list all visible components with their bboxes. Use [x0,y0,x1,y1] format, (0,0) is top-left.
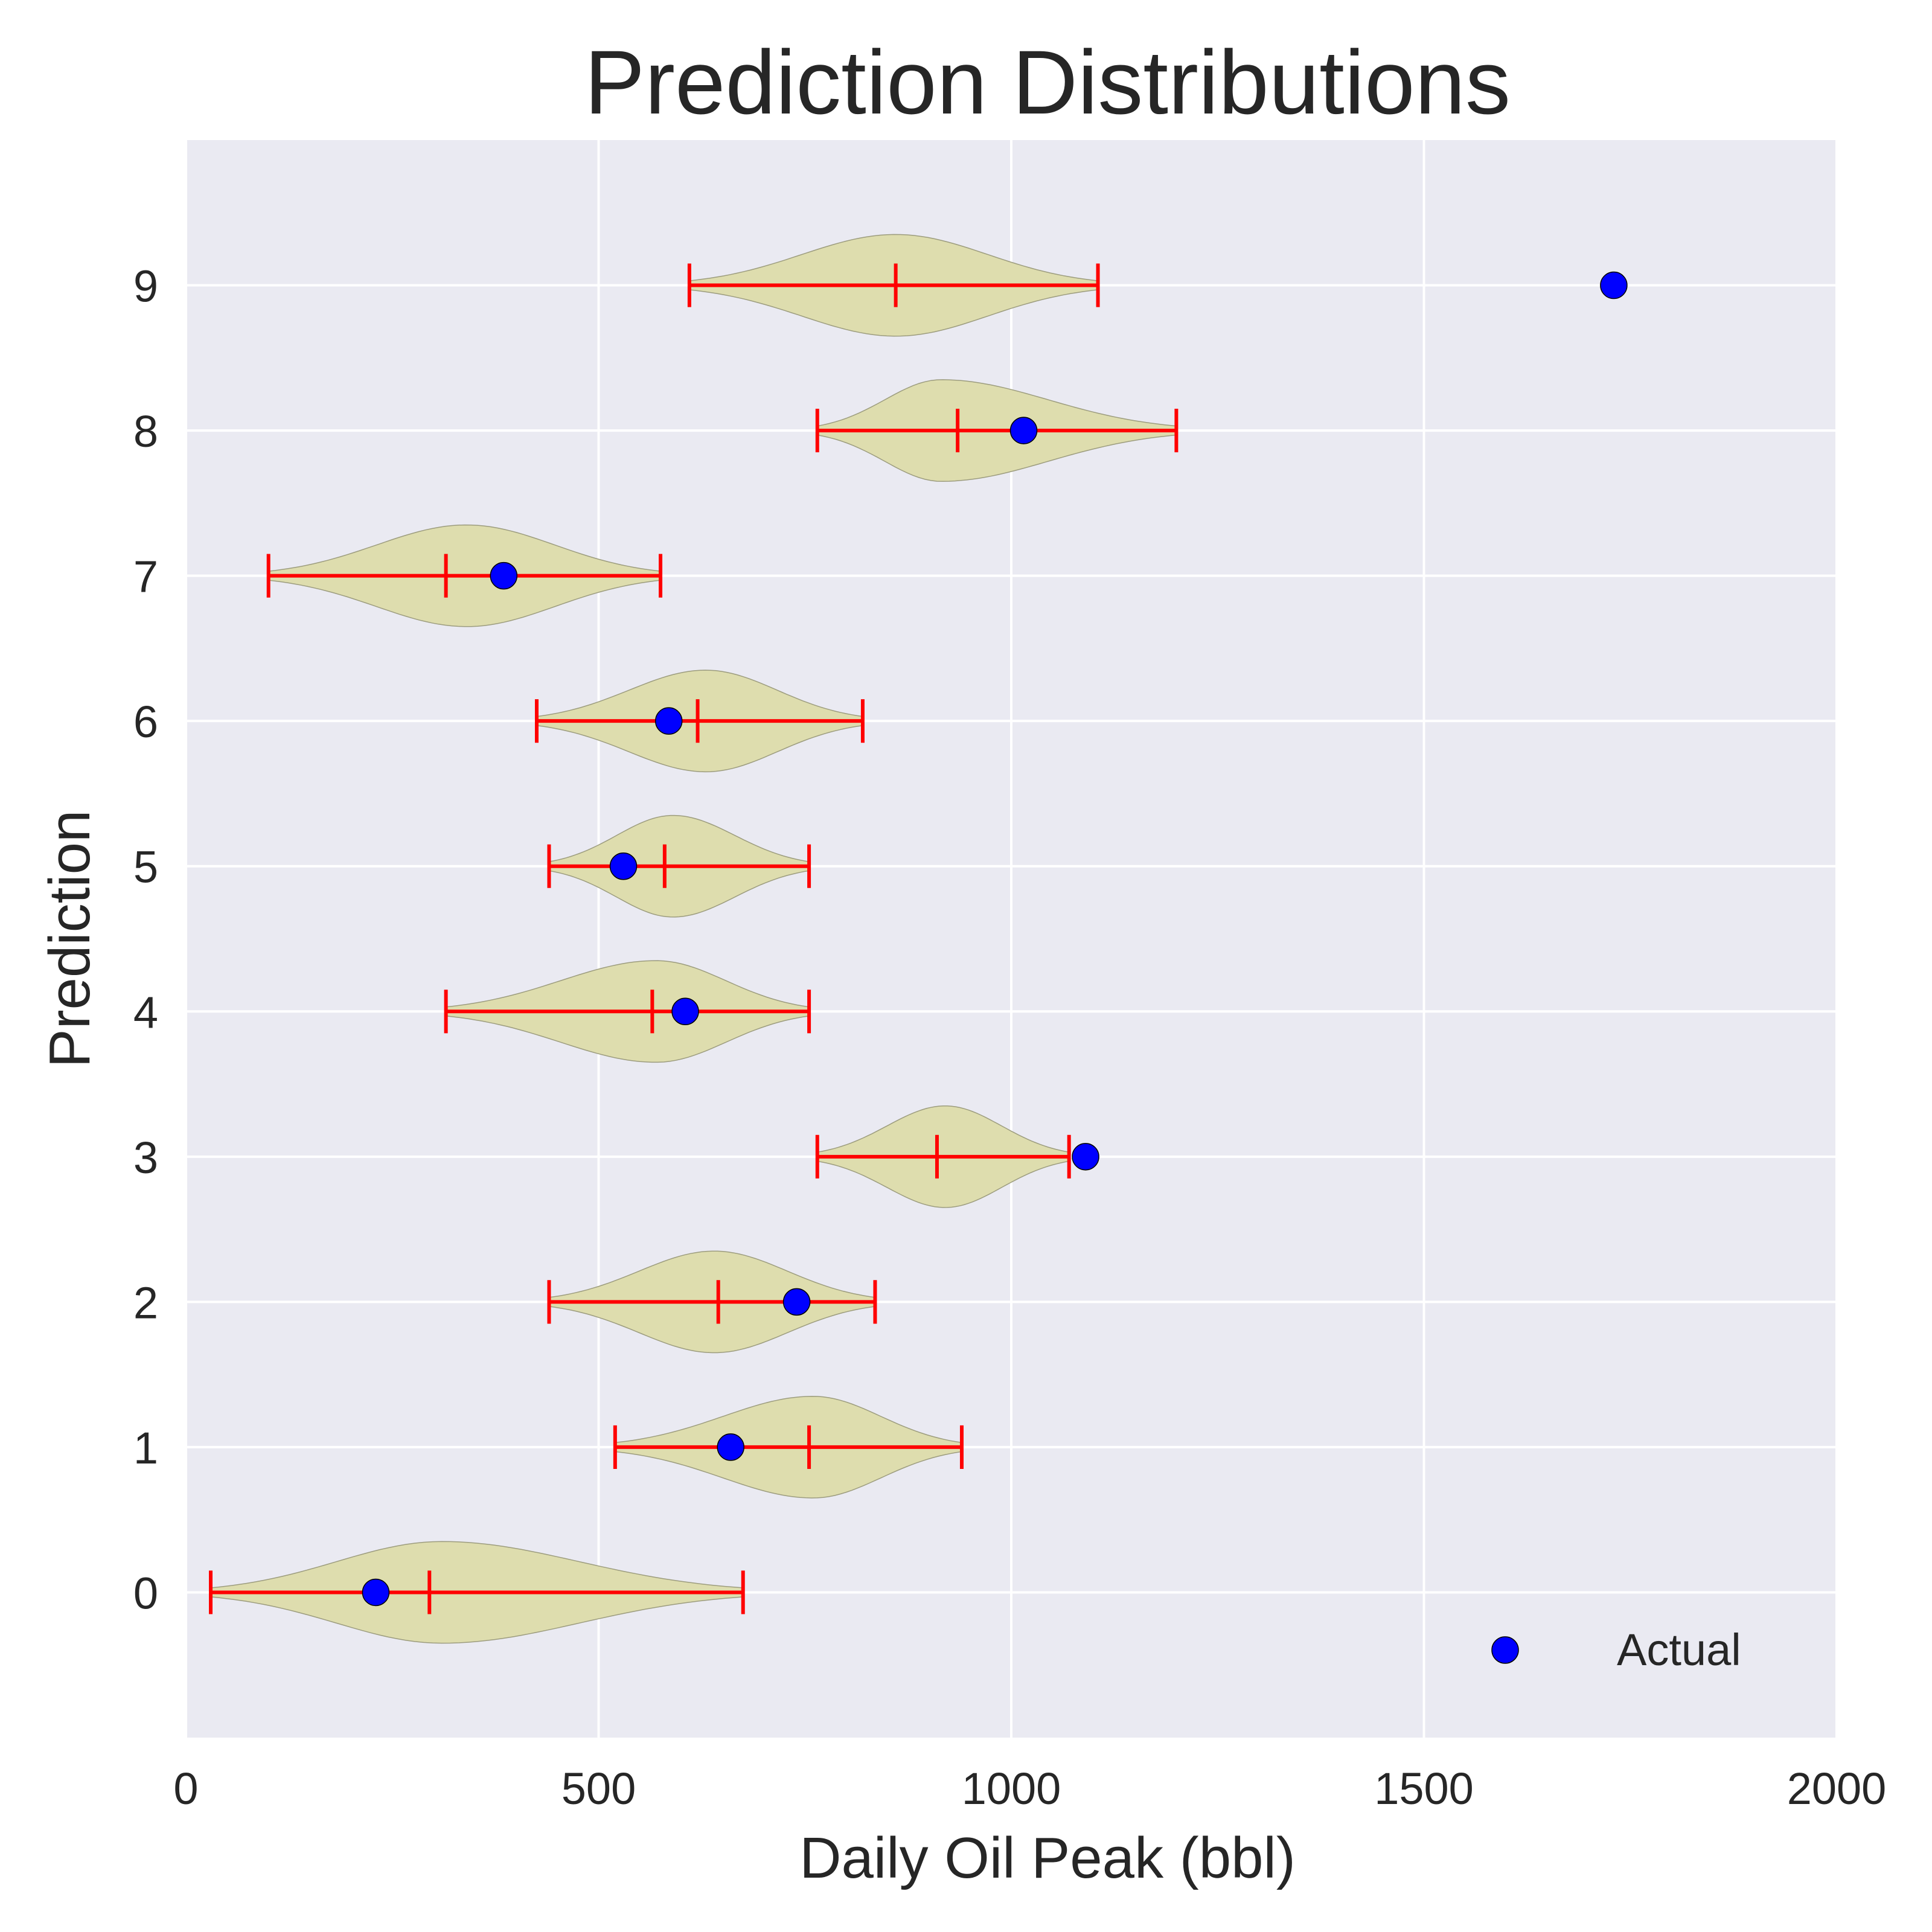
y-tick-label: 5 [133,842,158,892]
actual-point [609,852,638,880]
y-tick-label: 8 [133,406,158,456]
x-tick-label: 2000 [1787,1764,1887,1814]
whiskers [209,263,1179,1614]
y-tick-label: 4 [133,987,158,1037]
actual-point [1600,271,1628,299]
y-tick-label: 7 [133,552,158,602]
actual-point [490,561,518,590]
actual-point [782,1288,811,1316]
actual-point [362,1578,390,1607]
chart-title: Prediction Distributions [584,31,1511,133]
legend: Actual [1491,1625,1741,1675]
actual-points [362,271,1628,1607]
x-axis-label: Daily Oil Peak (bbl) [799,1826,1296,1890]
legend-label-actual: Actual [1617,1625,1741,1675]
tick-labels: 0 500 1000 1500 2000 0 1 2 3 4 5 6 7 8 9 [133,261,1886,1814]
y-axis-label: Prediction [37,810,102,1068]
y-tick-label: 0 [133,1568,158,1618]
y-tick-label: 9 [133,261,158,312]
y-tick-label: 2 [133,1278,158,1328]
y-tick-label: 1 [133,1423,158,1473]
actual-point [1072,1143,1099,1171]
legend-marker-actual [1491,1636,1519,1664]
x-tick-label: 1500 [1374,1764,1474,1814]
x-tick-label: 1000 [962,1764,1061,1814]
actual-point [717,1433,744,1461]
y-tick-label: 6 [133,697,158,747]
actual-point [654,707,683,735]
actual-point [671,997,699,1026]
y-tick-label: 3 [133,1133,158,1183]
actual-point [1009,417,1038,444]
x-tick-label: 500 [561,1764,636,1814]
x-tick-label: 0 [173,1764,198,1814]
